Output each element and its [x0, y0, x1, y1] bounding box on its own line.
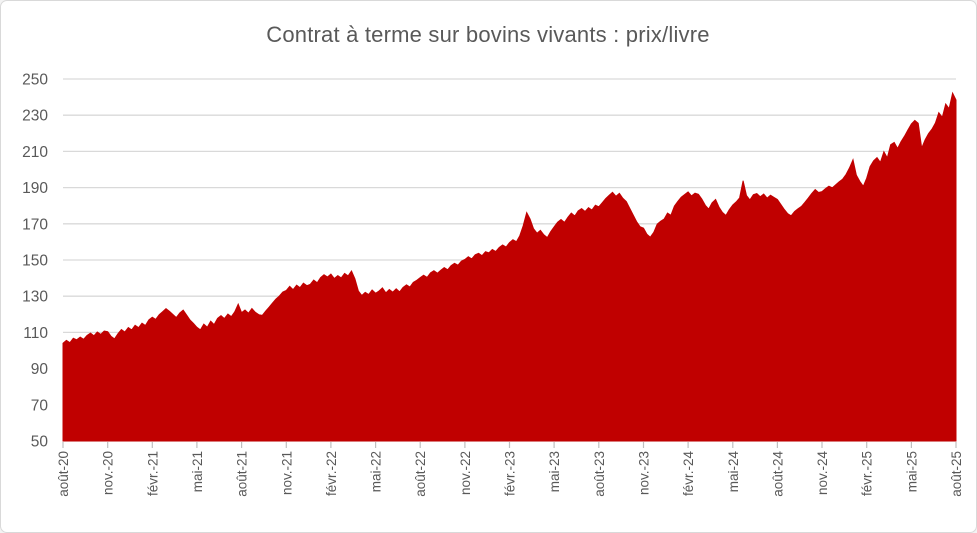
x-axis-label: févr.-22: [324, 451, 339, 496]
y-axis-label: 190: [22, 180, 48, 197]
y-axis-label: 250: [22, 72, 48, 89]
y-axis-label: 150: [22, 253, 48, 270]
price-area-series: [62, 91, 957, 442]
x-axis-label: août-25: [949, 451, 964, 497]
y-axis-label: 50: [31, 434, 49, 451]
x-axis-label: févr.-21: [145, 451, 160, 496]
y-axis-label: 170: [22, 216, 48, 233]
x-axis-label: août-21: [235, 451, 250, 497]
x-axis-label: mai-24: [726, 451, 741, 493]
axes-layer: 50 70 90 110 130 150 170 190 210 230 250 août-20 nov…: [22, 72, 964, 497]
x-axis-label: mai-21: [190, 451, 205, 492]
x-axis-label: mai-25: [904, 451, 919, 492]
y-axis-label: 90: [31, 361, 49, 378]
area-series-layer: [62, 91, 957, 442]
x-axis-label: nov.-24: [815, 451, 830, 496]
x-axis-label: août-24: [770, 451, 785, 497]
x-axis-label: août-23: [592, 451, 607, 497]
x-axis-label: août-22: [413, 451, 428, 497]
chart-title: Contrat à terme sur bovins vivants : pri…: [266, 22, 709, 47]
y-axis-label: 210: [22, 144, 48, 161]
x-axis-label: mai-22: [369, 451, 384, 492]
y-axis-label: 230: [22, 108, 48, 125]
x-axis-label: nov.-22: [458, 451, 473, 495]
x-axis-label: août-20: [56, 451, 71, 497]
x-axis-label: mai-23: [547, 451, 562, 492]
x-axis-label: févr.-24: [681, 451, 696, 497]
y-axis-label: 110: [23, 325, 48, 342]
x-axis-label: nov.-21: [279, 451, 294, 495]
y-axis-label: 130: [22, 289, 48, 306]
x-axis-label: févr.-25: [860, 451, 875, 496]
y-axis-label: 70: [31, 397, 49, 414]
x-axis-label: févr.-23: [503, 451, 518, 496]
x-axis-label: nov.-23: [637, 451, 652, 495]
x-axis-label: nov.-20: [101, 451, 116, 495]
